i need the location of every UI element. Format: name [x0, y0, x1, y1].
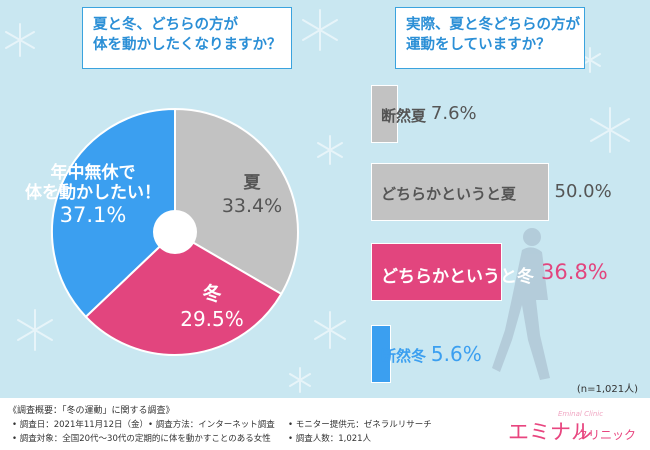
question-left-box: 夏と冬、どちらの方が 体を動かしたくなりますか？: [82, 7, 292, 69]
pie-slice-value: 29.5%: [180, 307, 244, 331]
question-right-line2: 運動をしていますか？: [406, 37, 551, 53]
pie-slice-label: 年中無休で: [51, 162, 136, 183]
pie-center-hole: [153, 210, 197, 254]
pie-slice-value: 33.4%: [222, 195, 282, 217]
question-left-line1: 夏と冬、どちらの方が: [93, 17, 238, 33]
bar-category-label: どちらかというと夏: [381, 184, 517, 203]
logo-sub: クリニック: [576, 428, 637, 442]
question-right-line1: 実際、夏と冬どちらの方が: [406, 17, 580, 33]
bar-category-label: 断然冬: [381, 346, 427, 365]
survey-date: • 調査日：2021年11月12日（金）: [12, 420, 148, 430]
bar: [371, 243, 502, 301]
pie-slice-value: 37.1%: [60, 203, 127, 227]
bar: [371, 85, 398, 143]
survey-count: • 調査人数：1,021人: [288, 434, 372, 444]
pie-slice-label: 夏: [244, 173, 262, 193]
eminal-clinic-logo: Eminal Clinic エミナル クリニック: [508, 410, 638, 444]
survey-provider: • モニター提供元：ゼネラルリサーチ: [288, 420, 432, 430]
survey-title: 《調査概要：「冬の運動」に関する調査》: [8, 406, 175, 416]
survey-method: • 調査方法：インターネット調査: [148, 420, 275, 430]
logo-main: エミナル: [508, 420, 592, 444]
logo-script: Eminal Clinic: [558, 410, 604, 418]
pie-slice-label: 冬: [202, 282, 221, 305]
question-right-box: 実際、夏と冬どちらの方が 運動をしていますか？: [395, 7, 585, 69]
question-left-line2: 体を動かしたくなりますか？: [93, 37, 282, 53]
bar: [371, 325, 391, 383]
pie-slice-label: 体を動かしたい！: [25, 182, 161, 203]
bar-category-label: 断然夏: [381, 106, 427, 125]
bar-value-label: 7.6%: [430, 103, 477, 124]
bar-value-label: 5.6%: [430, 342, 482, 366]
sample-size-note: (n=1,021人): [576, 384, 638, 395]
survey-target: • 調査対象：全国20代～30代の定期的に体を動かすことのある女性: [12, 434, 271, 444]
pie-slice: [174, 107, 299, 296]
pie-slice: [84, 230, 283, 356]
bar-value-label: 50.0%: [554, 181, 612, 202]
bar: [371, 163, 549, 221]
survey-footer: 《調査概要：「冬の運動」に関する調査》 • 調査日：2021年11月12日（金）…: [0, 398, 650, 450]
bar-value-label: 36.8%: [541, 259, 608, 284]
bar-category-label: どちらかというと冬: [381, 266, 534, 287]
pie-slice: [51, 107, 176, 319]
runner-silhouette: [492, 228, 550, 380]
